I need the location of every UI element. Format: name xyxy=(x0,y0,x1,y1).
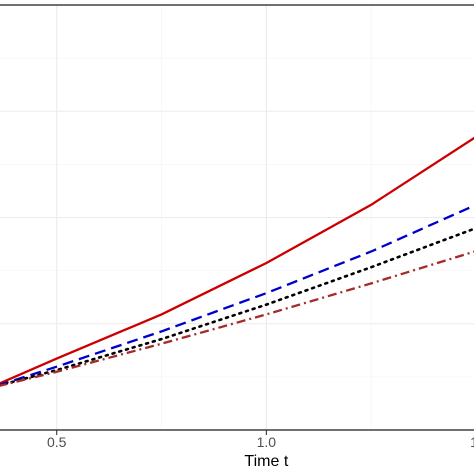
series-layer xyxy=(0,136,474,387)
series-line-4 xyxy=(0,250,474,387)
x-tick-label: 1.0 xyxy=(257,434,277,450)
x-axis-title: Time t xyxy=(244,453,288,470)
x-tick-label: 1. xyxy=(470,434,474,450)
grid-major-lines xyxy=(0,4,474,431)
x-axis-ticks: 0.5 1.0 1. xyxy=(47,430,474,450)
series-line-2 xyxy=(0,204,474,386)
series-line-3 xyxy=(0,227,474,387)
series-line-1 xyxy=(0,136,474,385)
x-tick-label: 0.5 xyxy=(47,434,67,450)
plot-panel-border xyxy=(0,4,474,431)
